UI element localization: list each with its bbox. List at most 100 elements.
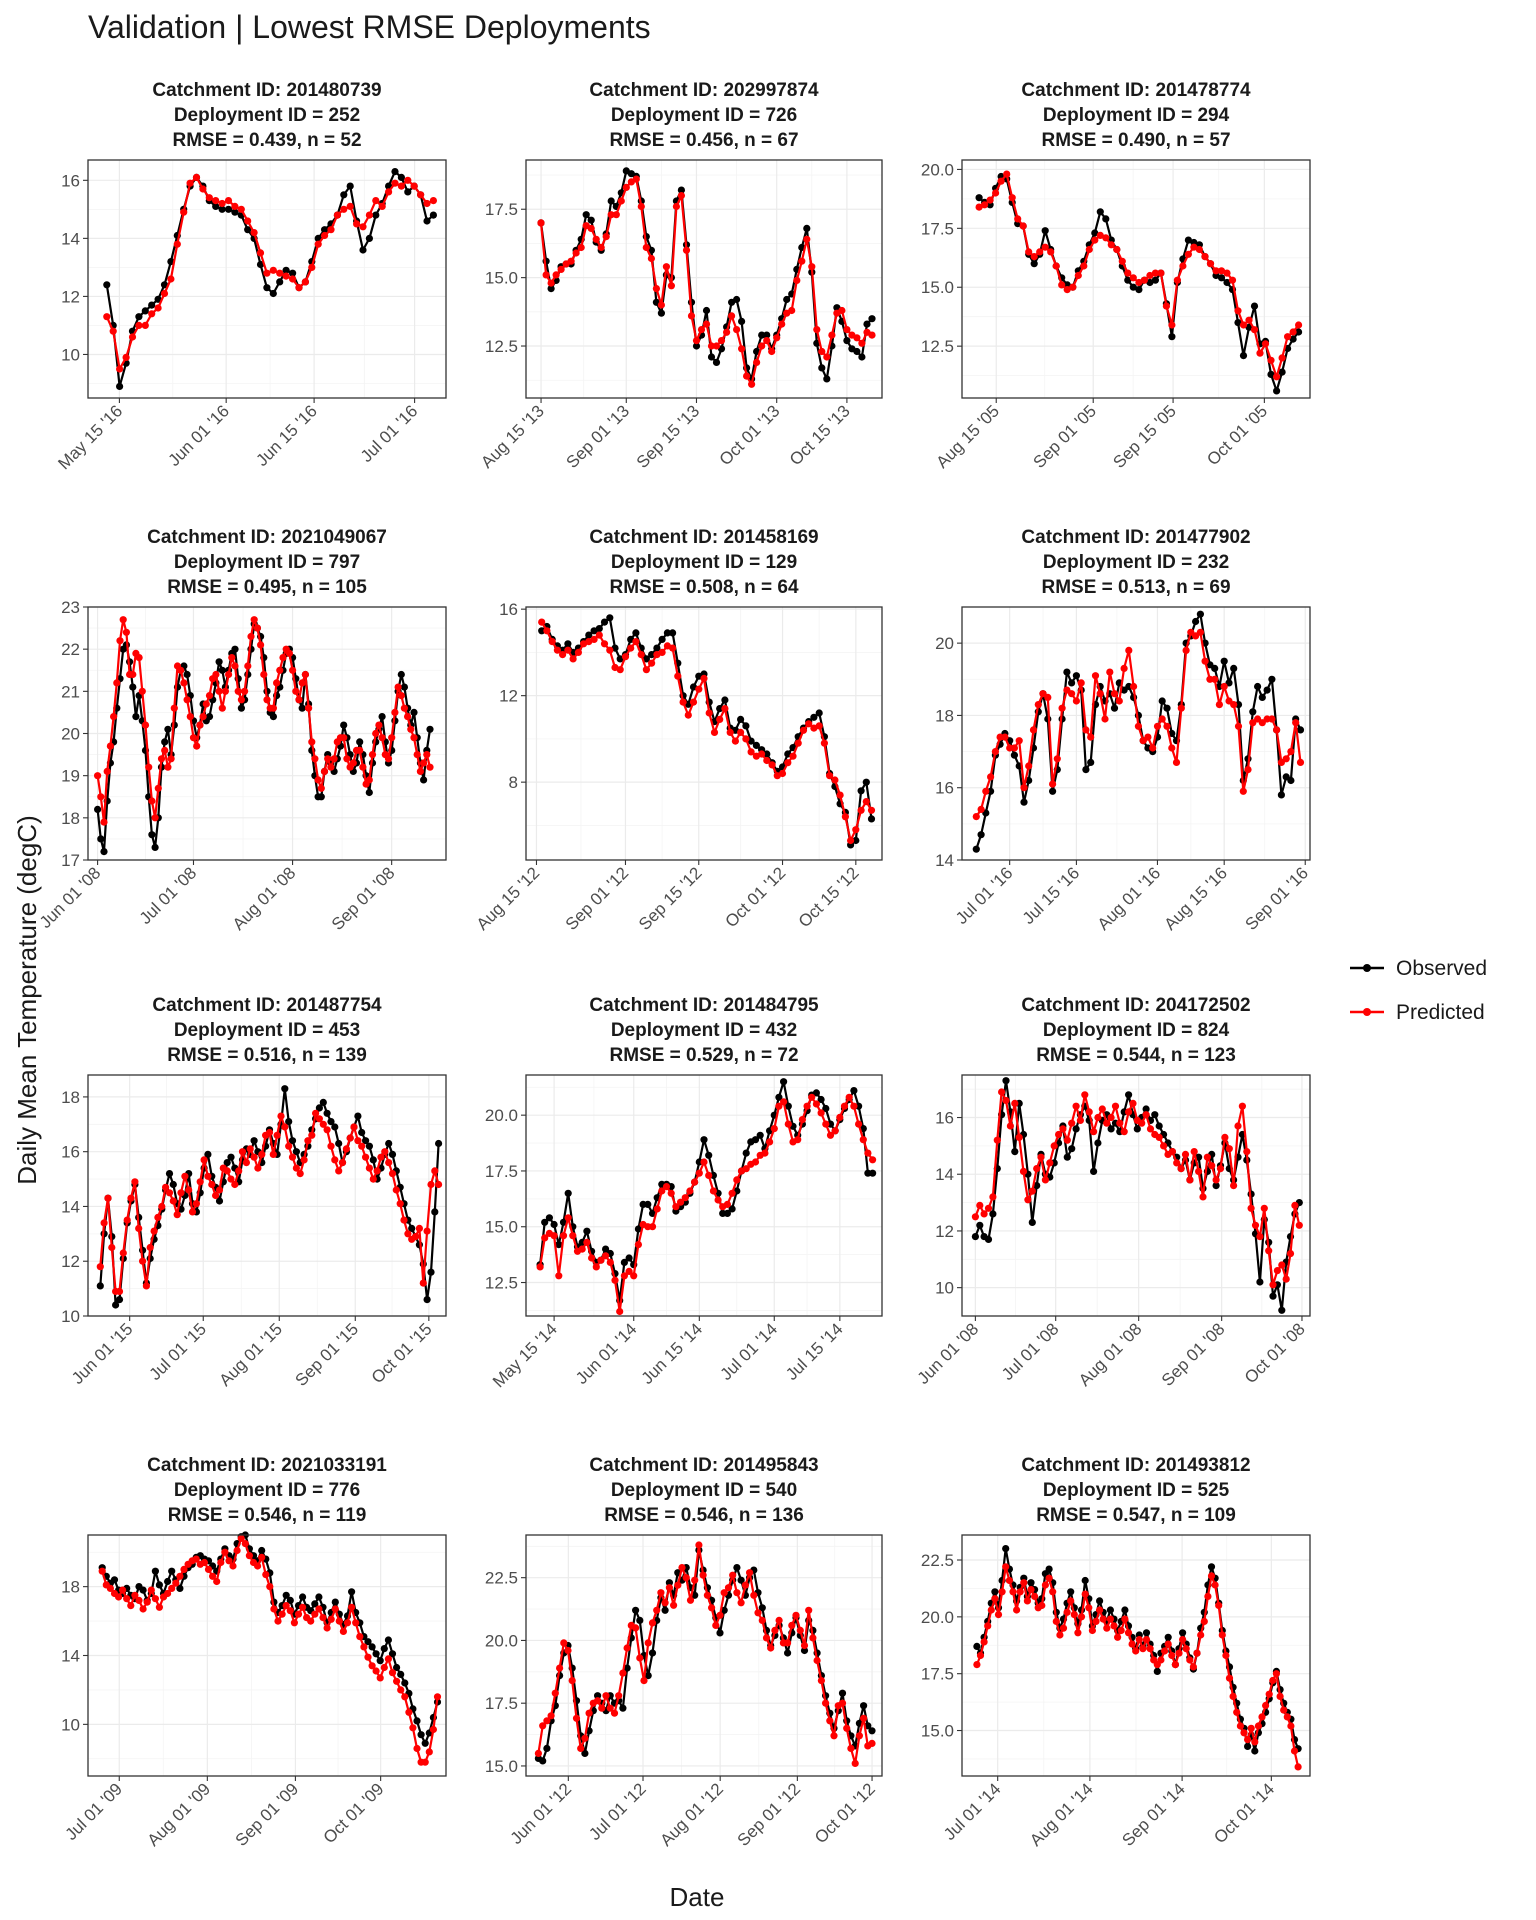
data-point-predicted (754, 1609, 762, 1617)
data-point-observed (1063, 1153, 1071, 1161)
data-point-predicted (282, 272, 290, 280)
data-point-observed (692, 342, 701, 350)
data-point-predicted (1041, 1176, 1049, 1184)
data-point-predicted (1269, 1676, 1277, 1685)
data-point-observed (657, 309, 666, 317)
data-point-observed (559, 1218, 568, 1226)
data-point-observed (564, 1189, 572, 1197)
data-point-predicted (709, 1187, 718, 1195)
x-tick-label: Aug 15 '05 (933, 401, 1004, 472)
data-point-predicted (597, 1256, 605, 1264)
y-tick-label: 12.5 (485, 1274, 518, 1293)
data-point-observed (869, 1169, 877, 1177)
data-point-predicted (1173, 276, 1181, 284)
data-point-predicted (420, 759, 428, 767)
data-point-predicted (537, 219, 545, 227)
data-point-predicted (244, 662, 252, 670)
data-point-observed (401, 1679, 409, 1687)
data-point-predicted (1142, 1636, 1151, 1644)
data-point-predicted (1234, 722, 1243, 730)
data-point-predicted (1216, 1165, 1225, 1173)
data-point-observed (620, 1258, 629, 1266)
data-point-predicted (348, 1603, 356, 1611)
figure-title: Validation | Lowest RMSE Deployments (88, 9, 651, 45)
data-point-predicted (723, 1200, 732, 1208)
data-point-predicted (170, 704, 178, 712)
data-point-observed (867, 815, 876, 823)
data-point-predicted (803, 1102, 811, 1110)
data-point-predicted (691, 1178, 699, 1186)
data-point-observed (218, 666, 226, 674)
y-tick-label: 18 (61, 809, 80, 828)
data-point-predicted (241, 687, 249, 695)
y-tick-label: 12 (61, 1252, 80, 1271)
data-point-predicted (766, 1138, 774, 1146)
x-tick-label: Jul 01 '08 (136, 863, 201, 928)
y-tick-label: 15.0 (485, 1218, 518, 1237)
data-point-predicted (747, 748, 755, 756)
data-point-predicted (413, 751, 421, 759)
data-point-predicted (359, 223, 367, 231)
data-point-predicted (429, 197, 437, 205)
data-point-observed (1164, 1633, 1172, 1641)
data-point-observed (299, 1593, 307, 1601)
data-point-predicted (743, 372, 751, 380)
data-point-predicted (621, 653, 630, 661)
data-point-predicted (145, 763, 153, 771)
data-point-predicted (616, 666, 624, 674)
data-point-predicted (1024, 1196, 1032, 1204)
data-point-predicted (405, 1708, 413, 1716)
data-point-predicted (183, 696, 191, 704)
data-point-predicted (572, 249, 580, 257)
data-point-predicted (1025, 762, 1033, 770)
data-point-predicted (358, 1142, 366, 1150)
series-predicted (537, 175, 876, 388)
x-tick-label: Oct 01 '05 (1203, 401, 1271, 469)
y-tick-label: 14 (61, 1197, 80, 1216)
data-point-observed (97, 835, 105, 843)
data-point-predicted (836, 1113, 844, 1121)
data-point-predicted (1294, 1763, 1302, 1771)
panel-2: Catchment ID: 202997874 Deployment ID = 7… (477, 80, 883, 472)
data-point-predicted (733, 326, 741, 334)
data-point-observed (100, 848, 108, 856)
data-point-observed (632, 629, 640, 637)
series-predicted (103, 173, 437, 373)
data-point-predicted (686, 1596, 695, 1604)
data-point-predicted (616, 1307, 624, 1316)
data-point-predicted (1276, 1692, 1284, 1700)
data-point-predicted (843, 1724, 851, 1732)
data-point-predicted (154, 784, 162, 792)
data-point-predicted (1225, 1674, 1234, 1682)
data-point-predicted (686, 1187, 694, 1195)
data-point-observed (1196, 610, 1204, 618)
data-point-predicted (260, 670, 268, 679)
data-point-predicted (1067, 1597, 1075, 1605)
data-point-predicted (717, 337, 726, 345)
data-point-observed (417, 1731, 425, 1739)
data-point-predicted (1254, 1722, 1262, 1730)
data-point-predicted (196, 721, 204, 729)
data-point-observed (738, 317, 746, 325)
data-point-predicted (541, 1234, 549, 1242)
data-point-observed (1269, 1292, 1277, 1300)
data-point-predicted (1203, 1153, 1211, 1161)
data-point-predicted (771, 1626, 779, 1634)
data-point-predicted (1272, 1670, 1280, 1678)
data-point-predicted (697, 326, 706, 334)
data-point-observed (1296, 726, 1305, 734)
data-point-predicted (975, 203, 983, 211)
data-point-predicted (1120, 664, 1128, 673)
data-point-predicted (346, 202, 354, 210)
data-point-predicted (855, 1120, 863, 1128)
data-point-predicted (423, 1227, 431, 1235)
data-point-predicted (167, 755, 175, 763)
data-point-observed (783, 295, 791, 304)
data-point-predicted (812, 1100, 821, 1108)
data-point-predicted (327, 763, 335, 771)
data-point-predicted (733, 1589, 741, 1597)
y-tick-label: 10 (935, 1279, 954, 1298)
data-point-predicted (1091, 672, 1100, 680)
data-point-predicted (1101, 715, 1109, 723)
data-point-predicted (536, 1263, 544, 1271)
